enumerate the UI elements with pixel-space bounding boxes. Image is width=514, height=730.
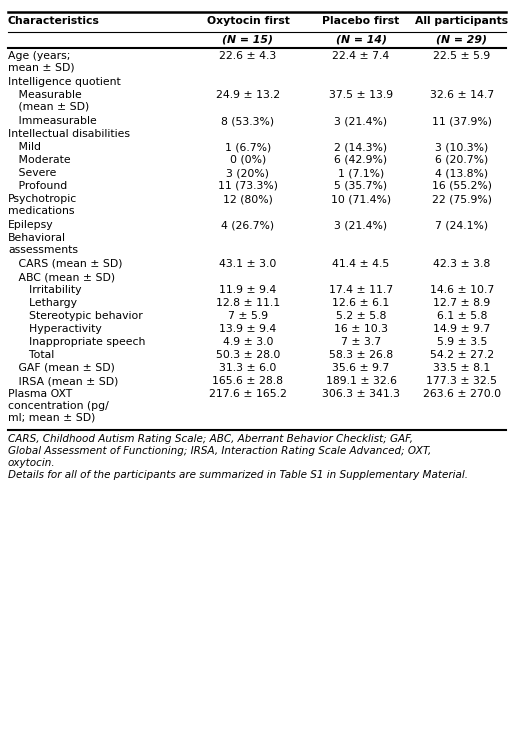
Text: 6 (20.7%): 6 (20.7%) <box>435 155 489 165</box>
Text: 8 (53.3%): 8 (53.3%) <box>222 116 274 126</box>
Text: 43.1 ± 3.0: 43.1 ± 3.0 <box>219 259 277 269</box>
Text: 12.6 ± 6.1: 12.6 ± 6.1 <box>333 298 390 308</box>
Text: 11.9 ± 9.4: 11.9 ± 9.4 <box>219 285 277 295</box>
Text: 32.6 ± 14.7: 32.6 ± 14.7 <box>430 90 494 100</box>
Text: 16 ± 10.3: 16 ± 10.3 <box>334 324 388 334</box>
Text: 7 (24.1%): 7 (24.1%) <box>435 220 489 230</box>
Text: Stereotypic behavior: Stereotypic behavior <box>8 311 143 321</box>
Text: 58.3 ± 26.8: 58.3 ± 26.8 <box>329 350 393 360</box>
Text: 31.3 ± 6.0: 31.3 ± 6.0 <box>219 363 277 373</box>
Text: 5 (35.7%): 5 (35.7%) <box>335 181 388 191</box>
Text: 10 (71.4%): 10 (71.4%) <box>331 194 391 204</box>
Text: CARS (mean ± SD): CARS (mean ± SD) <box>8 259 122 269</box>
Text: ABC (mean ± SD): ABC (mean ± SD) <box>8 272 115 282</box>
Text: Oxytocin first: Oxytocin first <box>207 16 289 26</box>
Text: (N = 14): (N = 14) <box>336 34 387 44</box>
Text: 165.6 ± 28.8: 165.6 ± 28.8 <box>212 376 284 386</box>
Text: Total: Total <box>8 350 54 360</box>
Text: Intellectual disabilities: Intellectual disabilities <box>8 129 130 139</box>
Text: IRSA (mean ± SD): IRSA (mean ± SD) <box>8 376 118 386</box>
Text: Plasma OXT
concentration (pg/
ml; mean ± SD): Plasma OXT concentration (pg/ ml; mean ±… <box>8 389 109 422</box>
Text: Immeasurable: Immeasurable <box>8 116 97 126</box>
Text: 4 (13.8%): 4 (13.8%) <box>435 168 489 178</box>
Text: 14.9 ± 9.7: 14.9 ± 9.7 <box>433 324 491 334</box>
Text: 5.2 ± 5.8: 5.2 ± 5.8 <box>336 311 386 321</box>
Text: Inappropriate speech: Inappropriate speech <box>8 337 145 347</box>
Text: 22.5 ± 5.9: 22.5 ± 5.9 <box>433 51 491 61</box>
Text: 3 (21.4%): 3 (21.4%) <box>335 220 388 230</box>
Text: (N = 29): (N = 29) <box>436 34 487 44</box>
Text: 4 (26.7%): 4 (26.7%) <box>222 220 274 230</box>
Text: 3 (10.3%): 3 (10.3%) <box>435 142 489 152</box>
Text: 189.1 ± 32.6: 189.1 ± 32.6 <box>325 376 396 386</box>
Text: 37.5 ± 13.9: 37.5 ± 13.9 <box>329 90 393 100</box>
Text: Age (years;
mean ± SD): Age (years; mean ± SD) <box>8 51 75 72</box>
Text: 263.6 ± 270.0: 263.6 ± 270.0 <box>423 389 501 399</box>
Text: All participants: All participants <box>415 16 508 26</box>
Text: Mild: Mild <box>8 142 41 152</box>
Text: 4.9 ± 3.0: 4.9 ± 3.0 <box>223 337 273 347</box>
Text: 0 (0%): 0 (0%) <box>230 155 266 165</box>
Text: 35.6 ± 9.7: 35.6 ± 9.7 <box>333 363 390 373</box>
Text: 3 (21.4%): 3 (21.4%) <box>335 116 388 126</box>
Text: 16 (55.2%): 16 (55.2%) <box>432 181 492 191</box>
Text: Characteristics: Characteristics <box>8 16 100 26</box>
Text: Hyperactivity: Hyperactivity <box>8 324 102 334</box>
Text: GAF (mean ± SD): GAF (mean ± SD) <box>8 363 115 373</box>
Text: 3 (20%): 3 (20%) <box>227 168 269 178</box>
Text: Irritability: Irritability <box>8 285 82 295</box>
Text: Placebo first: Placebo first <box>322 16 399 26</box>
Text: 17.4 ± 11.7: 17.4 ± 11.7 <box>329 285 393 295</box>
Text: 6 (42.9%): 6 (42.9%) <box>335 155 388 165</box>
Text: Details for all of the participants are summarized in Table S1 in Supplementary : Details for all of the participants are … <box>8 470 468 480</box>
Text: Lethargy: Lethargy <box>8 298 77 308</box>
Text: 12 (80%): 12 (80%) <box>223 194 273 204</box>
Text: oxytocin.: oxytocin. <box>8 458 56 468</box>
Text: 22.6 ± 4.3: 22.6 ± 4.3 <box>219 51 277 61</box>
Text: 50.3 ± 28.0: 50.3 ± 28.0 <box>216 350 280 360</box>
Text: Epilepsy: Epilepsy <box>8 220 53 230</box>
Text: 13.9 ± 9.4: 13.9 ± 9.4 <box>219 324 277 334</box>
Text: Moderate: Moderate <box>8 155 70 165</box>
Text: 24.9 ± 13.2: 24.9 ± 13.2 <box>216 90 280 100</box>
Text: 22 (75.9%): 22 (75.9%) <box>432 194 492 204</box>
Text: Intelligence quotient: Intelligence quotient <box>8 77 121 87</box>
Text: 5.9 ± 3.5: 5.9 ± 3.5 <box>437 337 487 347</box>
Text: 2 (14.3%): 2 (14.3%) <box>335 142 388 152</box>
Text: 6.1 ± 5.8: 6.1 ± 5.8 <box>437 311 487 321</box>
Text: (N = 15): (N = 15) <box>223 34 273 44</box>
Text: 42.3 ± 3.8: 42.3 ± 3.8 <box>433 259 491 269</box>
Text: 7 ± 5.9: 7 ± 5.9 <box>228 311 268 321</box>
Text: 11 (37.9%): 11 (37.9%) <box>432 116 492 126</box>
Text: 217.6 ± 165.2: 217.6 ± 165.2 <box>209 389 287 399</box>
Text: Measurable
   (mean ± SD): Measurable (mean ± SD) <box>8 90 89 112</box>
Text: 12.7 ± 8.9: 12.7 ± 8.9 <box>433 298 491 308</box>
Text: 177.3 ± 32.5: 177.3 ± 32.5 <box>427 376 498 386</box>
Text: 1 (6.7%): 1 (6.7%) <box>225 142 271 152</box>
Text: 41.4 ± 4.5: 41.4 ± 4.5 <box>333 259 390 269</box>
Text: 22.4 ± 7.4: 22.4 ± 7.4 <box>333 51 390 61</box>
Text: Profound: Profound <box>8 181 67 191</box>
Text: CARS, Childhood Autism Rating Scale; ABC, Aberrant Behavior Checklist; GAF,: CARS, Childhood Autism Rating Scale; ABC… <box>8 434 413 444</box>
Text: 306.3 ± 341.3: 306.3 ± 341.3 <box>322 389 400 399</box>
Text: 1 (7.1%): 1 (7.1%) <box>338 168 384 178</box>
Text: Global Assessment of Functioning; IRSA, Interaction Rating Scale Advanced; OXT,: Global Assessment of Functioning; IRSA, … <box>8 446 431 456</box>
Text: Severe: Severe <box>8 168 57 178</box>
Text: 14.6 ± 10.7: 14.6 ± 10.7 <box>430 285 494 295</box>
Text: Psychotropic
medications: Psychotropic medications <box>8 194 77 215</box>
Text: 7 ± 3.7: 7 ± 3.7 <box>341 337 381 347</box>
Text: 33.5 ± 8.1: 33.5 ± 8.1 <box>433 363 491 373</box>
Text: Behavioral
assessments: Behavioral assessments <box>8 233 78 255</box>
Text: 12.8 ± 11.1: 12.8 ± 11.1 <box>216 298 280 308</box>
Text: 11 (73.3%): 11 (73.3%) <box>218 181 278 191</box>
Text: 54.2 ± 27.2: 54.2 ± 27.2 <box>430 350 494 360</box>
